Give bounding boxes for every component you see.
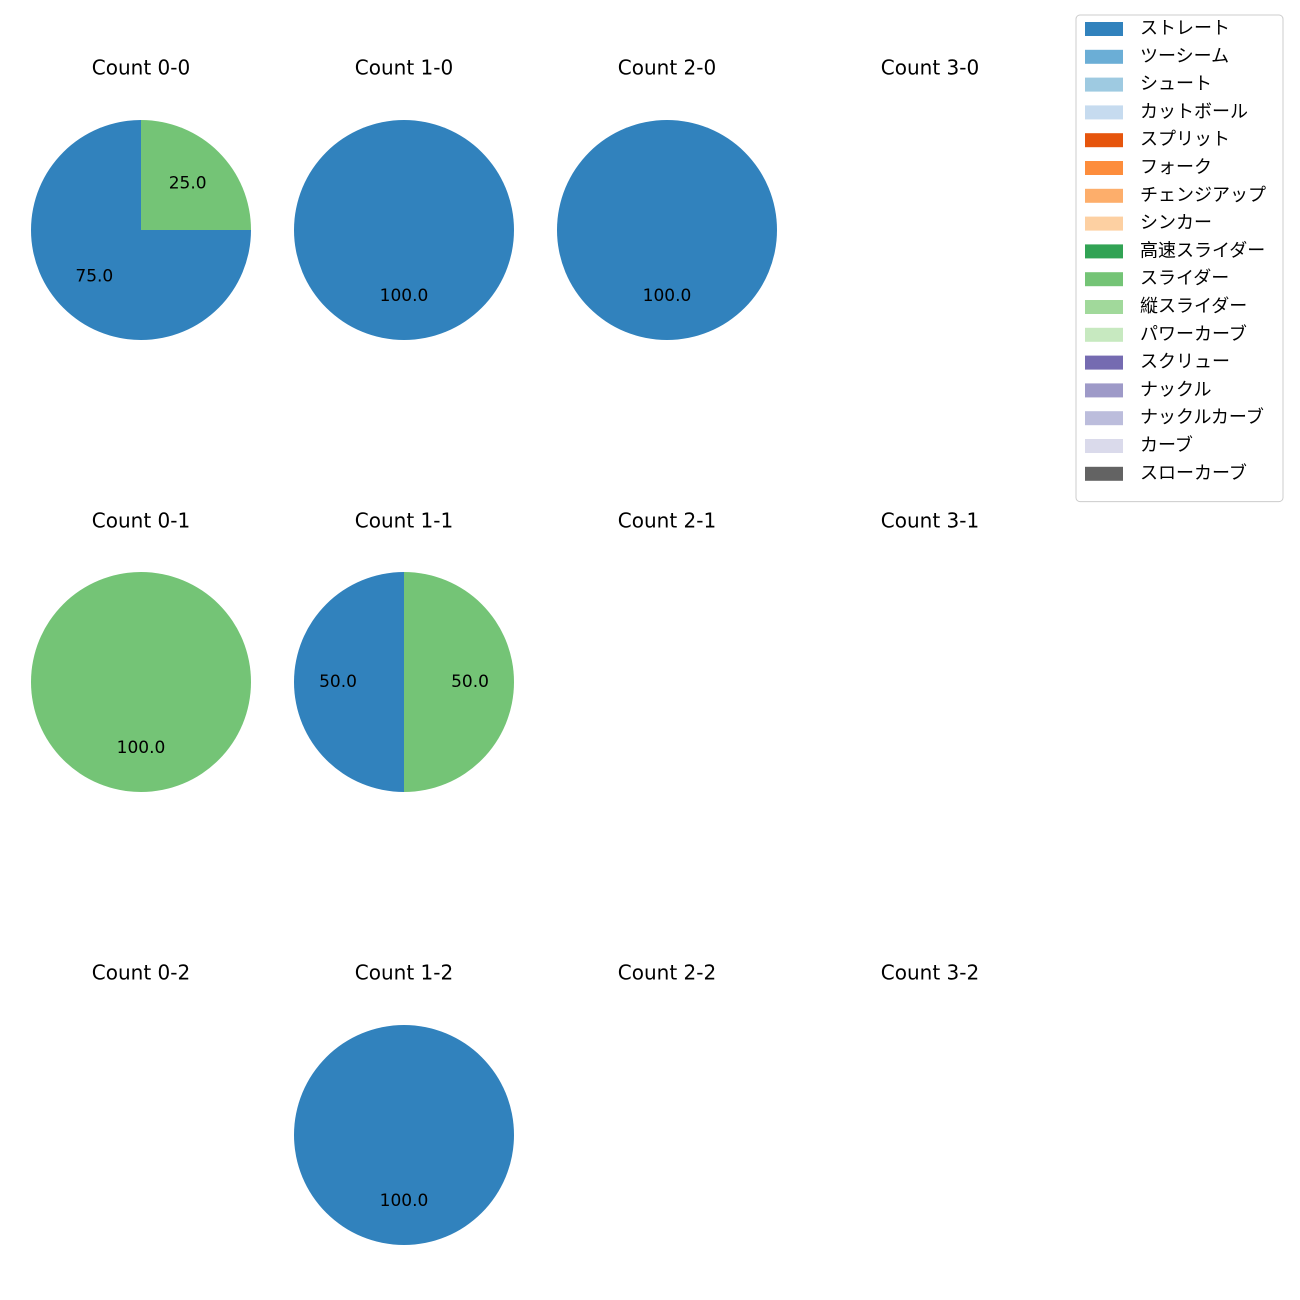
chart-3-pie: Count 3-0	[881, 56, 979, 80]
legend-item: シンカー	[1085, 213, 1212, 234]
legend-item: 縦スライダー	[1085, 296, 1247, 317]
chart-5-pie: Count 1-1 50.0 50.0	[294, 509, 514, 792]
chart-title: Count 3-1	[881, 509, 979, 533]
legend-label: 高速スライダー	[1140, 240, 1265, 261]
legend-item: スプリット	[1085, 129, 1230, 150]
legend-label: パワーカーブ	[1140, 323, 1247, 345]
legend-swatch	[1085, 133, 1123, 148]
legend-swatch	[1085, 105, 1123, 120]
chart-2-pie: Count 2-0 100.0	[557, 56, 777, 340]
legend-swatch	[1085, 49, 1123, 64]
legend-swatch	[1085, 327, 1123, 342]
slice-percent-label: 50.0	[451, 672, 489, 692]
chart-title: Count 3-0	[881, 56, 979, 80]
legend-item: ツーシーム	[1085, 46, 1229, 67]
legend-item: フォーク	[1085, 157, 1212, 178]
legend-swatch	[1085, 355, 1123, 370]
legend-label: シンカー	[1140, 213, 1212, 234]
legend-swatch	[1085, 466, 1123, 481]
chart-1-pie: Count 1-0 100.0	[294, 56, 514, 340]
chart-7-pie: Count 3-1	[881, 509, 979, 533]
legend-swatch	[1085, 272, 1123, 287]
legend-swatch	[1085, 244, 1123, 259]
chart-9-pie: Count 1-2 100.0	[294, 961, 514, 1245]
chart-11-pie: Count 3-2	[881, 961, 979, 985]
legend-item: 高速スライダー	[1085, 240, 1265, 261]
pie-slice	[557, 120, 777, 340]
legend-label: ナックルカーブ	[1140, 406, 1264, 428]
legend-label: スクリュー	[1140, 352, 1230, 373]
legend-item: スローカーブ	[1085, 462, 1247, 484]
slice-percent-label: 100.0	[117, 738, 166, 758]
legend: ストレートツーシームシュートカットボールスプリットフォークチェンジアップシンカー…	[1075, 14, 1284, 503]
legend-swatch	[1085, 300, 1123, 314]
chart-title: Count 1-1	[355, 509, 453, 533]
legend-label: シュート	[1140, 74, 1212, 95]
chart-title: Count 3-2	[881, 961, 979, 985]
legend-swatch	[1085, 188, 1123, 203]
slice-percent-label: 25.0	[169, 173, 207, 193]
legend-swatch	[1085, 216, 1123, 231]
legend-label: チェンジアップ	[1140, 185, 1266, 206]
legend-item: スクリュー	[1085, 352, 1230, 373]
legend-item: ナックルカーブ	[1085, 406, 1264, 428]
legend-label: スライダー	[1140, 268, 1229, 289]
legend-item: カットボール	[1085, 101, 1248, 122]
chart-title: Count 0-2	[92, 961, 190, 985]
slice-percent-label: 75.0	[75, 267, 113, 287]
legend-frame	[1075, 14, 1284, 503]
slice-percent-label: 100.0	[380, 1191, 429, 1211]
chart-8-pie: Count 0-2	[92, 961, 190, 985]
chart-title: Count 2-1	[618, 509, 716, 533]
legend-label: ストレート	[1140, 18, 1230, 39]
chart-6-pie: Count 2-1	[618, 509, 716, 533]
legend-item: カーブ	[1085, 434, 1193, 456]
pie-slice	[294, 1025, 514, 1245]
legend-label: カーブ	[1140, 434, 1193, 456]
legend-swatch	[1085, 411, 1123, 426]
legend-swatch	[1085, 439, 1123, 453]
chart-4-pie: Count 0-1 100.0	[31, 509, 251, 792]
legend-item: チェンジアップ	[1085, 185, 1266, 206]
legend-item: スライダー	[1085, 268, 1229, 289]
chart-10-pie: Count 2-2	[618, 961, 716, 985]
legend-item: シュート	[1085, 74, 1212, 95]
legend-label: ナックル	[1140, 379, 1211, 400]
pie-slice	[294, 120, 514, 340]
chart-title: Count 2-0	[618, 56, 716, 80]
legend-item: ストレート	[1085, 18, 1230, 39]
chart-title: Count 1-0	[355, 56, 453, 80]
legend-swatch	[1085, 22, 1123, 36]
legend-item: ナックル	[1085, 379, 1211, 400]
legend-label: ツーシーム	[1140, 46, 1229, 67]
chart-title: Count 2-2	[618, 961, 716, 985]
legend-label: スプリット	[1140, 129, 1230, 150]
legend-label: スローカーブ	[1140, 462, 1247, 484]
legend-label: フォーク	[1140, 157, 1212, 178]
pie-slice	[31, 572, 251, 792]
slice-percent-label: 50.0	[319, 672, 357, 692]
legend-swatch	[1085, 161, 1123, 175]
chart-title: Count 1-2	[355, 961, 453, 985]
legend-swatch	[1085, 383, 1123, 398]
legend-label: 縦スライダー	[1140, 296, 1247, 317]
slice-percent-label: 100.0	[643, 286, 692, 306]
legend-swatch	[1085, 77, 1123, 92]
legend-item: パワーカーブ	[1085, 323, 1247, 345]
pie-slice	[294, 572, 404, 792]
slice-percent-label: 100.0	[380, 286, 429, 306]
chart-title: Count 0-1	[92, 509, 190, 533]
chart-title: Count 0-0	[92, 56, 190, 80]
chart-0-pie: Count 0-0 75.0 25.0	[31, 56, 251, 340]
pie-slice	[141, 120, 251, 230]
pie-slice	[404, 572, 514, 792]
legend-label: カットボール	[1140, 101, 1248, 122]
